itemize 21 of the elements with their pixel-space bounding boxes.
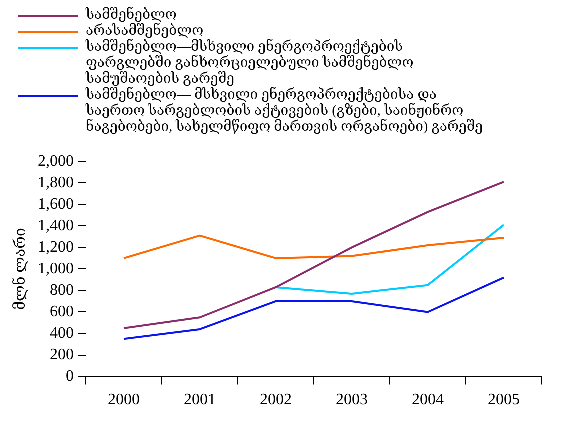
y-tick-label: 1,800	[38, 174, 74, 192]
x-tick-label: 2005	[488, 392, 520, 409]
y-tick-label: 200	[50, 346, 74, 364]
x-tick-label: 2001	[184, 392, 216, 409]
legend-label: სამშენებლო— მსხვილი ენერგოპროექტებისა და საერთო სარგებლობის აქტივების (გზები, საინჟინრო ნაგებობები, სახელმწიფო მართვის ორგანოები) გარეშე	[86, 88, 484, 136]
y-tick-label: 1,200	[38, 238, 74, 256]
x-tick-label: 2002	[260, 392, 292, 409]
y-tick-label: 2,000	[38, 152, 74, 170]
x-tick-label: 2000	[108, 392, 140, 409]
y-tick-label: 400	[50, 324, 74, 342]
legend-label: არასამშენებლო	[86, 24, 205, 39]
y-tick-label: 0	[66, 368, 74, 386]
x-tick-label: 2003	[336, 392, 368, 409]
y-tick-label: 1,600	[38, 196, 74, 213]
y-tick-label: 1,000	[38, 260, 74, 278]
y-tick-label: 1,400	[38, 217, 74, 234]
y-axis-title: მლნ ლარი	[12, 228, 29, 310]
y-tick-label: 800	[50, 282, 74, 299]
legend-label: სამშენებლო	[86, 8, 178, 23]
x-tick-label: 2004	[412, 392, 444, 409]
y-tick-label: 600	[50, 303, 74, 320]
